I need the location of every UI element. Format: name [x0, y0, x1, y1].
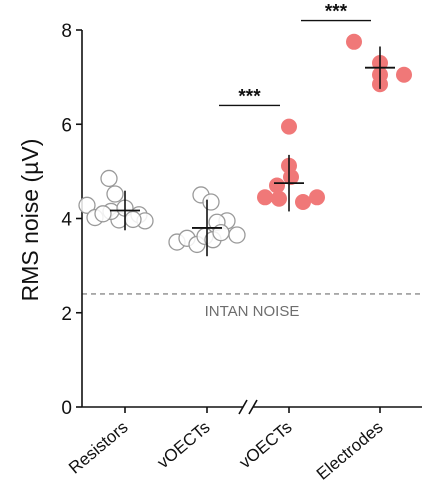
data-point: [271, 190, 287, 207]
significance-layer: *** ***: [219, 2, 371, 107]
y-tick-label: 8: [61, 21, 72, 42]
significance-label: ***: [238, 86, 261, 107]
data-point: [346, 33, 362, 50]
data-point: [202, 193, 220, 211]
axis-break-mark: [238, 399, 248, 415]
y-tick-label: 6: [61, 115, 72, 136]
data-point: [124, 210, 142, 229]
data-point: [228, 226, 246, 244]
data-point: [396, 66, 412, 83]
y-axis-title: RMS noise (µV): [17, 139, 43, 302]
data-point: [281, 118, 297, 135]
reference-layer: INTAN NOISE: [82, 293, 422, 320]
points-layer: [78, 33, 412, 254]
x-tick-label: vOECTs: [236, 418, 296, 473]
data-point: [283, 169, 299, 186]
x-tick-label: Electrodes: [313, 418, 387, 484]
data-point: [295, 194, 311, 211]
data-point: [257, 189, 273, 206]
reference-line-label: INTAN NOISE: [205, 303, 300, 320]
significance-label: ***: [325, 2, 348, 23]
data-point: [100, 169, 118, 188]
data-point: [106, 185, 124, 203]
y-tick-label: 4: [61, 210, 72, 231]
data-point: [94, 205, 112, 223]
stats-layer: [110, 46, 395, 257]
y-tick-label: 0: [61, 398, 72, 419]
axis-break-mark: [248, 399, 258, 415]
data-point: [309, 189, 325, 206]
x-tick-label: Resistors: [65, 418, 131, 478]
x-tick-label: vOECTs: [154, 418, 214, 473]
data-point: [269, 177, 285, 194]
y-tick-label: 2: [61, 304, 72, 325]
data-point: [78, 196, 96, 214]
